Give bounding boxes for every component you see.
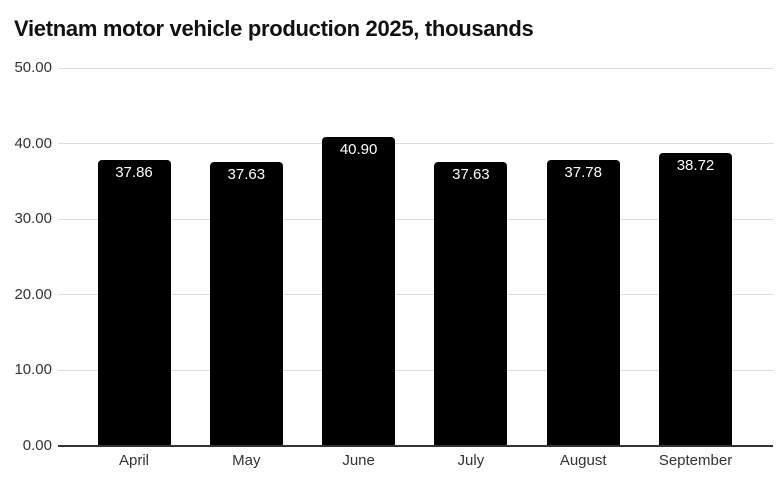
y-axis-tick-label: 50.00 — [14, 59, 52, 76]
bar-value-label: 37.78 — [564, 164, 602, 182]
y-axis-tick-label: 30.00 — [14, 210, 52, 228]
bar-april: 37.86 — [97, 159, 171, 446]
gridline — [58, 67, 773, 69]
gridline — [58, 294, 773, 296]
x-axis-label-april: April — [118, 452, 149, 469]
x-axis-line — [58, 445, 773, 447]
y-axis-tick-label: 10.00 — [14, 361, 52, 379]
x-axis-label-august: August — [559, 452, 607, 469]
bar-value-label: 37.63 — [227, 165, 266, 183]
gridline — [58, 218, 773, 220]
bar-july: 37.63 — [434, 161, 508, 446]
bar-value-label: 38.72 — [676, 157, 715, 175]
x-axis-label-june: June — [342, 452, 375, 469]
bar-may: 37.63 — [209, 161, 283, 446]
bar-value-label: 40.90 — [339, 140, 378, 158]
x-axis-label-july: July — [457, 452, 485, 469]
bar-august: 37.78 — [546, 160, 620, 446]
y-axis-tick-label: 0.00 — [22, 437, 52, 454]
gridline — [58, 369, 773, 371]
y-axis-tick-label: 40.00 — [14, 134, 52, 152]
bar-value-label: 37.63 — [452, 165, 490, 183]
y-axis-tick-label: 20.00 — [14, 285, 52, 303]
gridline — [58, 143, 773, 145]
bar-value-label: 37.86 — [115, 163, 153, 181]
x-axis-label-september: September — [658, 452, 733, 469]
bar-september: 38.72 — [659, 153, 732, 446]
chart-title: Vietnam motor vehicle production 2025, t… — [14, 16, 534, 41]
bar-june: 40.90 — [322, 136, 396, 446]
x-axis-label-may: May — [232, 452, 261, 469]
